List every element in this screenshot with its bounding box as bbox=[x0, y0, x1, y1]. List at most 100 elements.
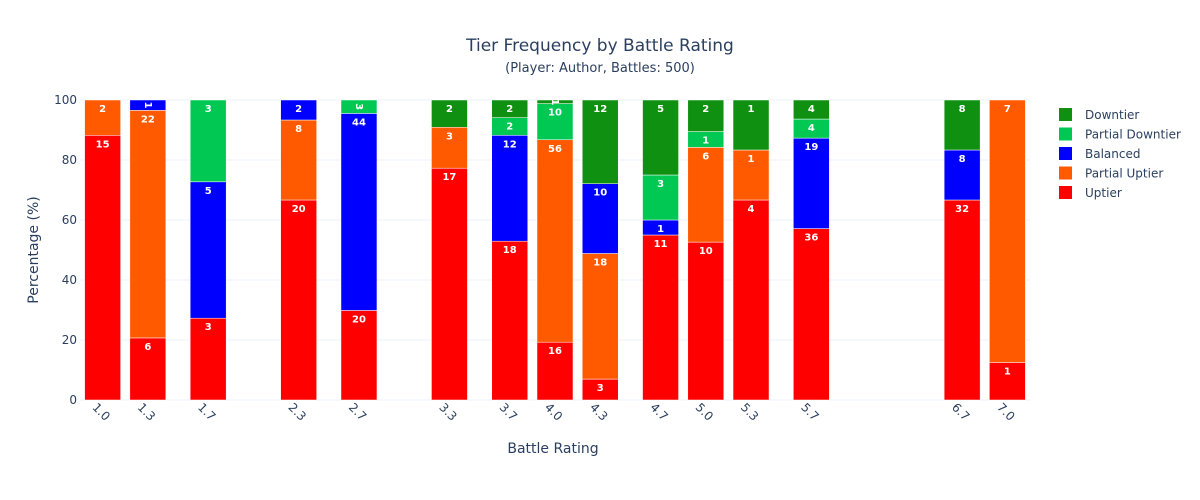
bar-value-label: 2 bbox=[702, 104, 709, 115]
y-tick-label: 80 bbox=[62, 153, 77, 167]
x-tick-label: 3.3 bbox=[436, 400, 459, 423]
bar-value-label: 1 bbox=[748, 154, 755, 165]
legend-swatch bbox=[1059, 166, 1072, 180]
legend-swatch bbox=[1059, 186, 1072, 199]
bar-segment bbox=[943, 99, 981, 151]
bar-segment bbox=[431, 167, 468, 401]
bar-segment bbox=[340, 99, 378, 114]
bar-segment bbox=[340, 310, 378, 401]
bar-value-label: 10 bbox=[593, 188, 607, 199]
y-tick-label: 100 bbox=[54, 93, 77, 107]
bar-segment bbox=[793, 137, 830, 229]
bar-segment bbox=[129, 110, 167, 339]
y-axis-ticks: 0 20 40 60 80 100 bbox=[54, 93, 77, 407]
y-axis-title: Percentage (%) bbox=[26, 196, 42, 303]
bar-value-label: 44 bbox=[352, 117, 366, 128]
bar-value-label: 15 bbox=[96, 139, 110, 150]
bar-value-label: 3 bbox=[353, 103, 364, 110]
bar-segment bbox=[943, 199, 981, 401]
bar-segment bbox=[642, 234, 679, 401]
bar-segment bbox=[536, 341, 574, 401]
bar-segment bbox=[491, 240, 529, 401]
bar-segment bbox=[536, 103, 574, 141]
legend-label: Partial Uptier bbox=[1085, 167, 1163, 181]
bar-value-label: 1 bbox=[702, 136, 709, 147]
legend-swatch bbox=[1059, 108, 1072, 121]
bar-value-label: 12 bbox=[593, 104, 607, 115]
bar-segment bbox=[687, 99, 725, 132]
legend-label: Balanced bbox=[1085, 147, 1140, 161]
y-tick-label: 20 bbox=[62, 333, 77, 347]
bar-segment bbox=[536, 139, 574, 343]
bar-segment bbox=[989, 99, 1026, 363]
bar-segment bbox=[491, 99, 529, 118]
bar-labels: 1526221353208220443173218122216561013181… bbox=[96, 98, 1011, 394]
bar-value-label: 3 bbox=[446, 131, 453, 142]
bar-value-label: 5 bbox=[657, 104, 664, 115]
bars bbox=[84, 99, 1026, 401]
bar-value-label: 1 bbox=[549, 98, 560, 105]
bar-value-label: 10 bbox=[699, 246, 713, 257]
bar-value-label: 3 bbox=[205, 322, 212, 333]
x-tick-label: 1.7 bbox=[195, 400, 218, 423]
x-axis-ticks: 1.0 1.3 1.7 2.3 2.7 3.3 3.7 4.0 4.3 4.7 5.0 5.3 5.7 6… bbox=[89, 400, 1017, 423]
bar-segment bbox=[732, 149, 770, 201]
bar-value-label: 2 bbox=[295, 104, 302, 115]
x-tick-label: 6.7 bbox=[949, 400, 972, 423]
bar-value-label: 1 bbox=[748, 104, 755, 115]
bar-value-label: 36 bbox=[804, 233, 818, 244]
bar-value-label: 56 bbox=[548, 144, 562, 155]
chart-title: Tier Frequency by Battle Rating bbox=[465, 36, 734, 56]
bar-segment bbox=[280, 119, 317, 201]
bar-value-label: 22 bbox=[141, 114, 155, 125]
bar-segment bbox=[642, 99, 679, 176]
bar-segment bbox=[280, 199, 317, 401]
bar-segment bbox=[84, 99, 121, 136]
bar-value-label: 11 bbox=[654, 239, 668, 250]
bar-value-label: 7 bbox=[1004, 104, 1011, 115]
bar-value-label: 2 bbox=[506, 104, 513, 115]
bar-value-label: 3 bbox=[657, 179, 664, 190]
bar-segment bbox=[129, 99, 167, 111]
bar-value-label: 4 bbox=[808, 123, 815, 134]
bar-value-label: 1 bbox=[1004, 367, 1011, 378]
bar-value-label: 1 bbox=[657, 224, 664, 235]
x-tick-label: 4.7 bbox=[647, 400, 670, 423]
bar-value-label: 20 bbox=[352, 314, 366, 325]
x-tick-label: 4.0 bbox=[542, 400, 565, 423]
bar-value-label: 8 bbox=[295, 124, 302, 135]
x-tick-label: 1.0 bbox=[89, 400, 112, 423]
bar-value-label: 8 bbox=[959, 104, 966, 115]
chart-subtitle: (Player: Author, Battles: 500) bbox=[505, 61, 695, 76]
bar-segment bbox=[642, 174, 679, 221]
legend-label: Partial Downtier bbox=[1085, 128, 1181, 142]
bar-segment bbox=[687, 147, 725, 243]
bar-value-label: 32 bbox=[955, 204, 969, 215]
bar-value-label: 12 bbox=[503, 139, 517, 150]
y-tick-label: 0 bbox=[69, 393, 77, 407]
x-tick-label: 5.7 bbox=[798, 400, 821, 423]
bar-segment bbox=[431, 99, 468, 128]
bar-value-label: 18 bbox=[503, 245, 517, 256]
bar-segment bbox=[431, 127, 468, 169]
bar-segment bbox=[732, 99, 770, 151]
bar-value-label: 6 bbox=[702, 151, 709, 162]
bar-value-label: 17 bbox=[442, 172, 456, 183]
bar-segment bbox=[491, 135, 529, 242]
x-axis-title: Battle Rating bbox=[507, 441, 598, 457]
bar-segment bbox=[581, 183, 619, 254]
legend-label: Uptier bbox=[1085, 186, 1122, 200]
bar-segment bbox=[189, 181, 227, 319]
bar-value-label: 10 bbox=[548, 108, 562, 119]
x-tick-label: 1.3 bbox=[135, 400, 158, 423]
x-tick-label: 2.7 bbox=[346, 400, 369, 423]
bar-segment bbox=[189, 99, 227, 183]
bar-segment bbox=[732, 199, 770, 401]
bar-value-label: 1 bbox=[142, 102, 153, 109]
bar-segment bbox=[793, 99, 830, 120]
bar-value-label: 2 bbox=[446, 104, 453, 115]
bar-value-label: 5 bbox=[205, 186, 212, 197]
x-tick-label: 7.0 bbox=[994, 400, 1017, 423]
x-tick-label: 4.3 bbox=[587, 400, 610, 423]
